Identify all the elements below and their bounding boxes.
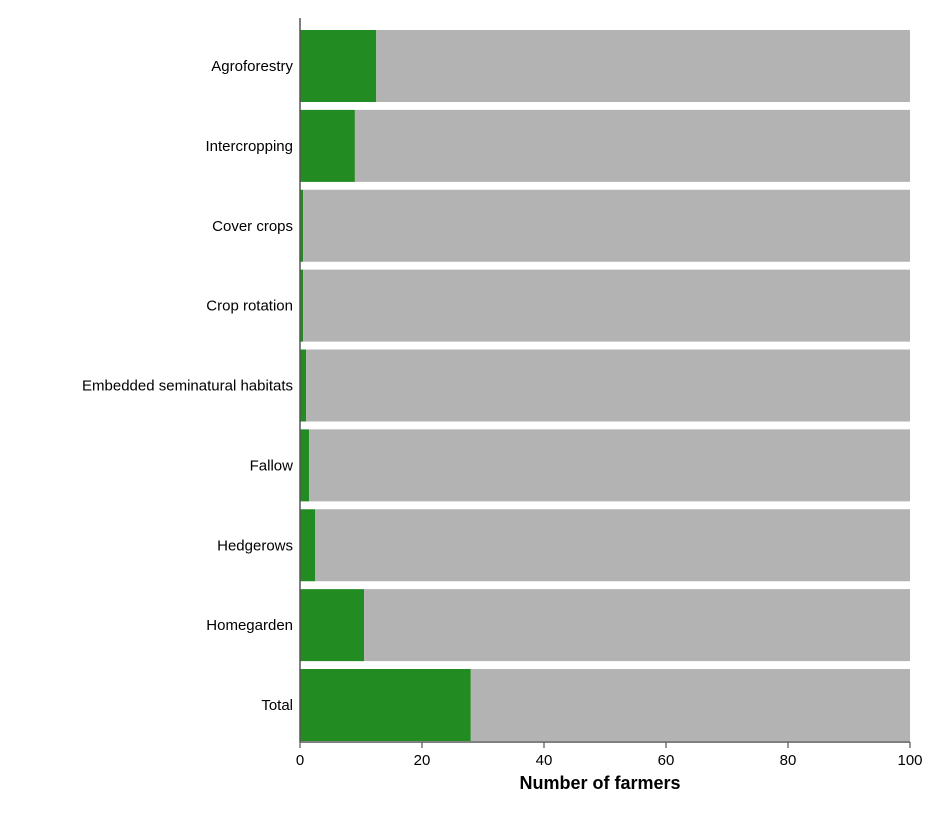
category-label: Total (261, 697, 293, 714)
x-tick-label: 60 (658, 752, 675, 769)
x-tick-label: 100 (897, 752, 922, 769)
bar-segment-green-2 (300, 189, 304, 262)
bar-segment-gray-4 (306, 349, 911, 422)
category-label: Cover crops (212, 218, 293, 235)
category-label: Intercropping (205, 138, 293, 155)
category-label: Fallow (250, 457, 294, 474)
bar-segment-green-7 (300, 589, 365, 662)
bar-segment-gray-2 (303, 189, 910, 262)
bar-segment-gray-8 (470, 669, 910, 741)
bar-segment-gray-0 (376, 30, 910, 102)
bar-segment-gray-5 (309, 429, 910, 502)
bar-segment-green-1 (300, 109, 355, 182)
category-label: Agroforestry (211, 58, 293, 75)
bar-segment-gray-6 (315, 509, 910, 582)
category-labels: Agroforestry Intercropping Cover crops Crop… (82, 58, 293, 714)
bar-segment-gray-1 (354, 109, 910, 182)
bar-segment-green-4 (300, 349, 307, 422)
bar-segment-green-3 (300, 269, 304, 342)
bar-segment-green-0 (300, 30, 377, 102)
x-ticks: 0 20 40 60 80 100 (296, 742, 923, 769)
bar-segment-green-5 (300, 429, 310, 502)
category-label: Homegarden (206, 617, 293, 634)
bar-segment-gray-3 (303, 269, 910, 342)
category-label: Embedded seminatural habitats (82, 378, 293, 395)
bars-group (300, 30, 911, 741)
bar-segment-green-8 (300, 669, 471, 741)
bar-segment-gray-7 (364, 589, 910, 662)
x-tick-label: 20 (414, 752, 431, 769)
x-axis-title: Number of farmers (519, 773, 680, 793)
category-label: Crop rotation (206, 298, 293, 315)
x-tick-label: 0 (296, 752, 304, 769)
bar-segment-green-6 (300, 509, 316, 582)
category-label: Hedgerows (217, 537, 293, 554)
x-tick-label: 40 (536, 752, 553, 769)
x-tick-label: 80 (780, 752, 797, 769)
